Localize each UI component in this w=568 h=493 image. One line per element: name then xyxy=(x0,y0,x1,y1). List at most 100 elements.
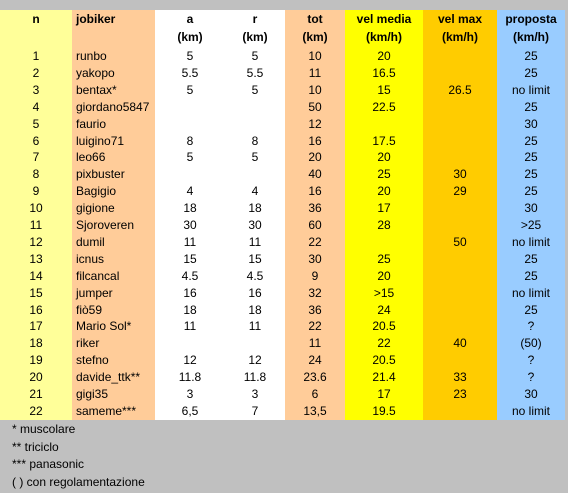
name-cell: luigino71 xyxy=(76,133,125,148)
data-cell: 22 xyxy=(308,319,322,334)
data-cell: (50) xyxy=(520,336,542,351)
name-cell: giordano5847 xyxy=(76,99,150,114)
data-cell: 16 xyxy=(308,184,322,199)
data-cell: 2 xyxy=(32,65,40,80)
name-cell: jumper xyxy=(76,285,113,300)
data-cell: 24 xyxy=(377,302,391,317)
data-cell: 18 xyxy=(248,201,262,216)
data-cell: 30 xyxy=(248,218,262,232)
data-cell: 16 xyxy=(248,285,262,300)
data-cell: 9 xyxy=(32,184,40,199)
data-cell: 17 xyxy=(377,201,391,216)
data-cell: 14 xyxy=(29,268,43,283)
data-cell: 1 xyxy=(32,49,40,63)
data-cell: ? xyxy=(527,319,535,334)
data-cell: 20.5 xyxy=(372,353,396,368)
data-cell: 5 xyxy=(251,82,259,97)
header-cell: tot xyxy=(307,12,323,26)
data-cell: 5 xyxy=(186,82,194,97)
data-cell: 22.5 xyxy=(372,99,396,114)
data-cell: 11 xyxy=(308,65,322,80)
data-cell: 19 xyxy=(29,353,43,368)
data-cell: 16 xyxy=(29,302,43,317)
data-cell: 8 xyxy=(32,167,40,182)
data-cell: 6 xyxy=(311,387,319,401)
data-cell: 10 xyxy=(29,201,43,216)
data-cell: 11 xyxy=(308,336,322,351)
data-cell: 4.5 xyxy=(246,268,264,283)
name-cell: leo66 xyxy=(76,150,106,165)
header-cell: vel media xyxy=(356,12,412,26)
data-cell: 4 xyxy=(251,184,259,199)
data-cell: 20 xyxy=(377,184,391,199)
data-cell: 25 xyxy=(524,133,538,148)
data-cell: 22 xyxy=(308,234,322,249)
data-cell: 11.8 xyxy=(178,370,202,385)
name-cell: sameme*** xyxy=(76,403,137,418)
data-cell: 4 xyxy=(32,99,40,114)
data-cell: 20 xyxy=(377,150,391,165)
data-cell: 12 xyxy=(308,116,322,131)
data-cell: 5.5 xyxy=(181,65,199,80)
data-cell: 25 xyxy=(524,65,538,80)
data-cell: 36 xyxy=(308,302,322,317)
data-cell: 25 xyxy=(524,49,538,63)
data-cell: 13,5 xyxy=(303,403,327,418)
data-cell: 5 xyxy=(251,49,259,63)
data-cell: 3 xyxy=(32,82,40,97)
data-cell: 15 xyxy=(248,251,262,266)
name-cell: gigione xyxy=(76,201,115,216)
data-cell: 11.8 xyxy=(243,370,267,385)
column-bg xyxy=(72,10,155,420)
data-cell: 25 xyxy=(524,150,538,165)
column-bg xyxy=(497,10,565,420)
data-cell: 10 xyxy=(308,82,322,97)
data-cell: 20 xyxy=(308,150,322,165)
name-cell: icnus xyxy=(76,251,105,266)
data-cell: 60 xyxy=(308,218,322,232)
header-cell: proposta xyxy=(505,12,557,26)
data-cell: 5.5 xyxy=(246,65,264,80)
data-cell: 25 xyxy=(524,99,538,114)
data-cell: 5 xyxy=(32,116,40,131)
data-cell: no limit xyxy=(511,403,550,418)
data-cell: 18 xyxy=(248,302,262,317)
data-cell: 13 xyxy=(29,251,43,266)
column-bg xyxy=(423,10,497,420)
data-cell: 20 xyxy=(29,370,43,385)
data-cell: 25 xyxy=(524,167,538,182)
header-cell: a xyxy=(186,12,194,26)
data-cell: 25 xyxy=(524,268,538,283)
data-cell: 11 xyxy=(183,234,197,249)
data-cell: 16 xyxy=(308,133,322,148)
footnote: ( ) con regolamentazione xyxy=(12,474,145,489)
data-cell: no limit xyxy=(511,285,550,300)
data-cell: 50 xyxy=(453,234,467,249)
data-cell: 11 xyxy=(29,218,43,232)
data-cell: 8 xyxy=(251,133,259,148)
data-cell: 21.4 xyxy=(372,370,396,385)
data-cell: 5 xyxy=(186,49,194,63)
data-cell: 12 xyxy=(29,234,43,249)
name-cell: gigi35 xyxy=(76,387,109,401)
data-cell: 15 xyxy=(183,251,197,266)
data-cell: ? xyxy=(527,370,535,385)
name-cell: pixbuster xyxy=(76,167,125,182)
column-bg xyxy=(285,10,345,420)
data-cell: 7 xyxy=(32,150,40,165)
data-cell: 30 xyxy=(453,167,467,182)
header-cell: r xyxy=(252,12,258,26)
name-cell: Sjoroveren xyxy=(76,218,135,232)
header-cell: (km/h) xyxy=(513,30,549,44)
column-bg xyxy=(155,10,225,420)
data-cell: 40 xyxy=(308,167,322,182)
name-cell: filcancal xyxy=(76,268,120,283)
name-cell: stefno xyxy=(76,353,109,368)
data-cell: 3 xyxy=(186,387,194,401)
data-cell: 15 xyxy=(29,285,43,300)
column-bg xyxy=(0,10,72,420)
data-cell: 30 xyxy=(308,251,322,266)
data-cell: 29 xyxy=(453,184,467,199)
name-cell: Mario Sol* xyxy=(76,319,132,334)
